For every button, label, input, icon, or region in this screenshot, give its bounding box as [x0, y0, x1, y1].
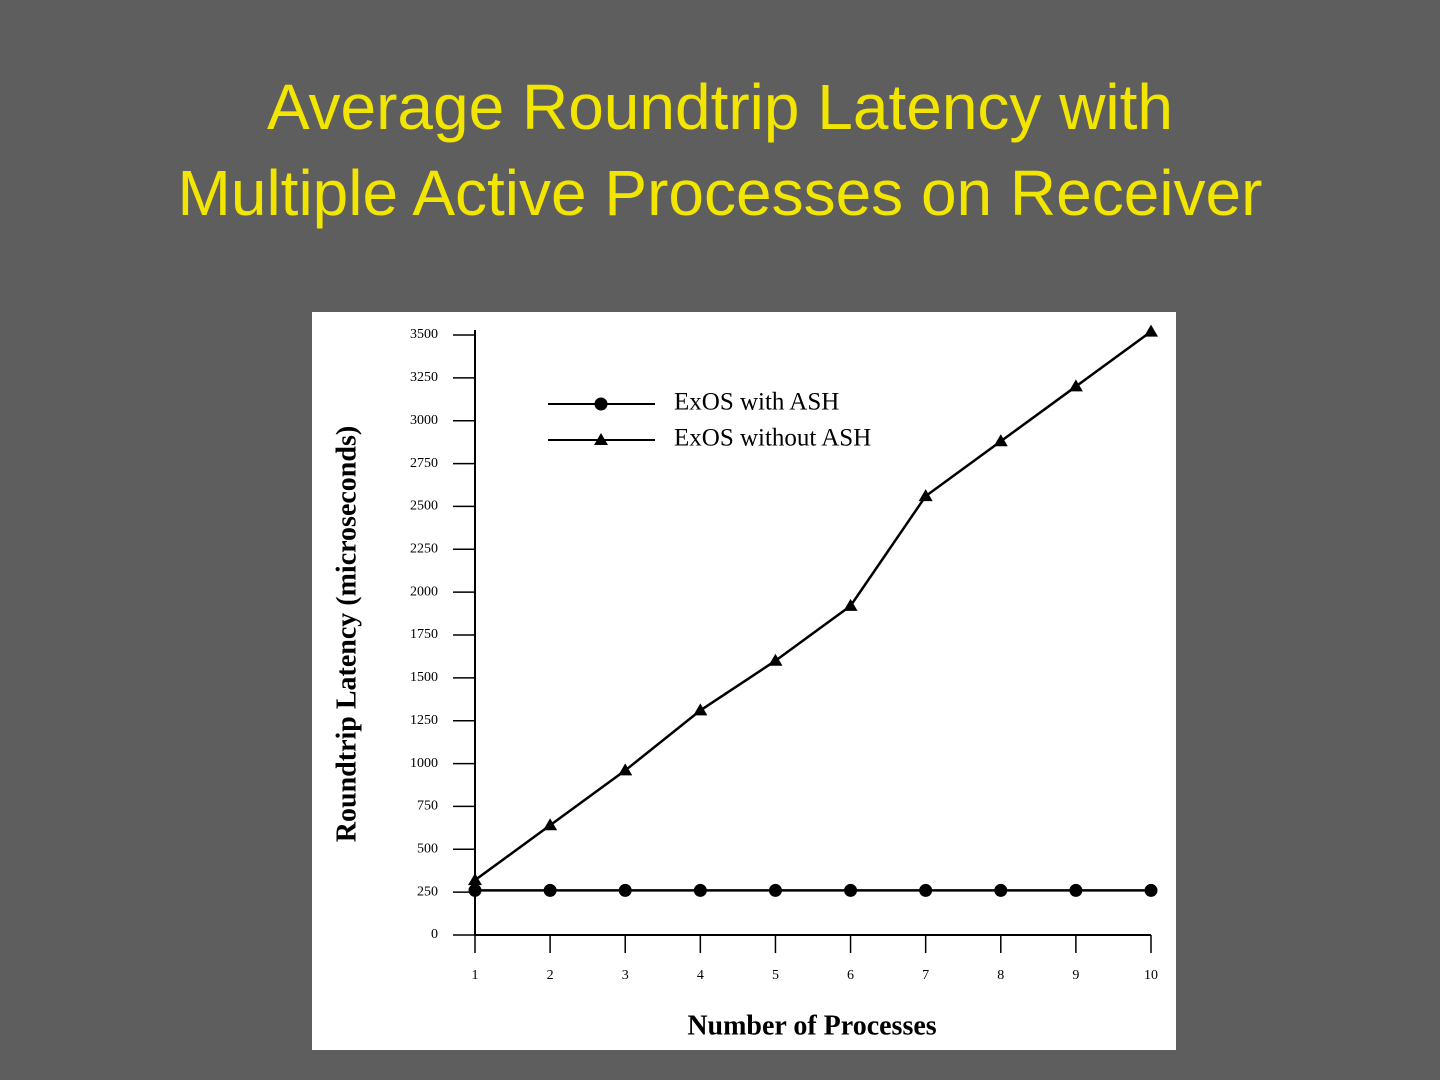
y-tick-label: 2000 [410, 584, 438, 599]
y-tick-label: 1000 [410, 756, 438, 771]
x-tick-label: 1 [472, 968, 479, 983]
y-tick-label: 250 [417, 884, 438, 899]
data-point [994, 883, 1008, 897]
y-axis-label: Roundtrip Latency (microseconds) [331, 426, 362, 842]
legend-label: ExOS without ASH [674, 425, 871, 452]
y-tick-label: 750 [417, 799, 438, 814]
data-point [844, 883, 858, 897]
y-tick-label: 2250 [410, 542, 438, 557]
data-point [1069, 883, 1083, 897]
y-tick-label: 3000 [410, 413, 438, 428]
y-tick-label: 500 [417, 842, 438, 857]
x-tick-label: 9 [1072, 968, 1079, 983]
data-point [1068, 379, 1083, 392]
y-tick-label: 1750 [410, 627, 438, 642]
y-tick-label: 1500 [410, 670, 438, 685]
data-point [768, 883, 782, 897]
x-tick-label: 3 [622, 968, 629, 983]
data-point [468, 883, 482, 897]
series-line [474, 330, 1152, 882]
x-tick-label: 10 [1144, 968, 1158, 983]
x-tick-label: 2 [547, 968, 554, 983]
data-point [1144, 883, 1158, 897]
data-point [543, 818, 558, 831]
y-tick-label: 2750 [410, 456, 438, 471]
legend-label: ExOS with ASH [674, 389, 839, 416]
data-point [919, 883, 933, 897]
x-tick-label: 5 [772, 968, 779, 983]
x-tick-label: 7 [922, 968, 929, 983]
data-point [843, 598, 858, 611]
y-tick-label: 2500 [410, 499, 438, 514]
x-tick-label: 6 [847, 968, 854, 983]
data-point [693, 703, 708, 716]
data-point [693, 883, 707, 897]
x-tick-label: 8 [997, 968, 1004, 983]
legend-marker [594, 433, 608, 445]
y-tick-label: 1250 [410, 713, 438, 728]
data-point [618, 763, 633, 776]
x-tick-label: 4 [697, 968, 704, 983]
data-point [1144, 324, 1158, 337]
data-point [543, 883, 557, 897]
y-tick-label: 3500 [410, 327, 438, 342]
data-point [468, 873, 482, 886]
y-tick-label: 3250 [410, 370, 438, 385]
x-axis-label: Number of Processes [687, 1010, 936, 1041]
data-point [918, 489, 933, 502]
slide-title: Average Roundtrip Latency with Multiple … [177, 71, 1263, 229]
y-tick-label: 0 [431, 927, 438, 942]
data-point [993, 434, 1008, 447]
data-point [618, 883, 632, 897]
legend-marker [594, 397, 608, 411]
data-point [768, 653, 783, 666]
